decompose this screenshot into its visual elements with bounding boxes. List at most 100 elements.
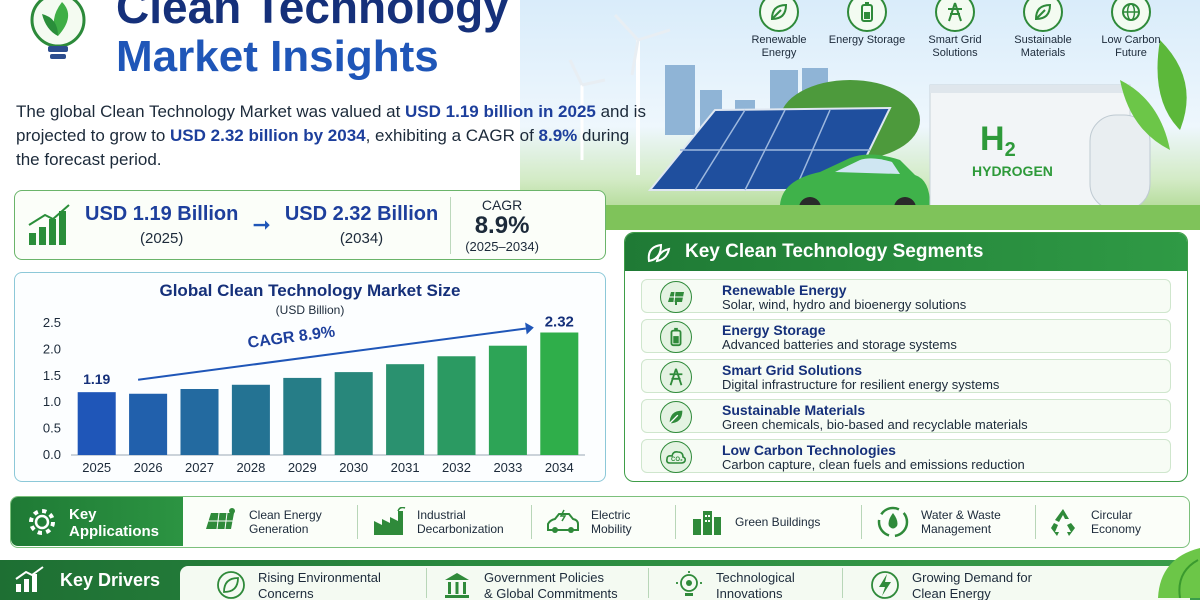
category-label: Sustainable Materials <box>1014 34 1072 59</box>
chart-title: Global Clean Technology Market Size <box>159 281 461 300</box>
applications-title-2: Applications <box>69 523 160 540</box>
y-tick-label: 0.0 <box>43 447 61 462</box>
bar-2030 <box>334 372 373 455</box>
x-tick-label: 2030 <box>339 460 368 475</box>
solar-panel-icon <box>206 507 235 529</box>
cagr-stat: CAGR 8.9% (2025–2034) <box>450 196 539 254</box>
gear-icon <box>29 509 55 535</box>
x-tick-label: 2032 <box>442 460 471 475</box>
driver-label: Growing Demand for <box>912 570 1032 585</box>
x-tick-label: 2025 <box>82 460 111 475</box>
segment-desc: Green chemicals, bio-based and recyclabl… <box>722 417 1028 432</box>
application-label: Industrial <box>417 507 466 522</box>
segments-title: Key Clean Technology Segments <box>685 241 984 262</box>
segment-name: Renewable Energy <box>722 282 847 298</box>
bar-2031 <box>386 364 425 455</box>
x-tick-label: 2028 <box>236 460 265 475</box>
segment-low-carbon: CO₂ Low Carbon Technologies Carbon captu… <box>641 439 1171 473</box>
end-year: (2034) <box>339 230 384 247</box>
segment-desc: Carbon capture, clean fuels and emission… <box>722 457 1025 472</box>
driver-label: Clean Energy <box>912 586 991 600</box>
end-value: USD 2.32 Billion <box>284 203 439 225</box>
trend-arrow-line <box>137 327 527 381</box>
leaf-icon <box>669 410 683 424</box>
category-label: Energy Storage <box>828 34 906 46</box>
power-tower-icon <box>948 2 962 22</box>
solar-panel-icon <box>668 291 684 305</box>
x-tick-label: 2027 <box>185 460 214 475</box>
start-year: (2025) <box>140 230 184 247</box>
leaf-icon <box>217 571 245 599</box>
bolt-leaf-icon <box>871 571 899 599</box>
intro-text: and is projected to grow to <box>16 102 646 145</box>
hydrogen-tank <box>1089 114 1151 211</box>
arrow-right-icon: ➞ <box>252 212 271 237</box>
application-label: Decarbonization <box>417 521 504 536</box>
intro-text: The global Clean Technology Market was v… <box>16 102 406 121</box>
bar-2029 <box>283 377 322 455</box>
leaf-decoration <box>1120 80 1170 150</box>
divider <box>861 505 862 539</box>
segment-energy-storage: Energy Storage Advanced batteries and st… <box>641 319 1171 353</box>
intro-value-end: USD 2.32 billion by 2034 <box>170 126 366 145</box>
bar-2032 <box>437 356 476 455</box>
segment-smart-grid: Smart Grid Solutions Digital infrastruct… <box>641 359 1171 393</box>
svg-text:CO₂: CO₂ <box>671 457 683 463</box>
y-tick-label: 2.5 <box>43 315 61 330</box>
co2-cloud-icon: CO₂ <box>666 451 687 464</box>
cagr-label: CAGR <box>481 196 523 213</box>
application-circular-economy: Circular Economy <box>1045 497 1141 546</box>
title-line-1: Clean Technology <box>116 0 509 33</box>
market-stats-strip: USD 1.19 Billion (2025) ➞ USD 2.32 Billi… <box>14 190 606 260</box>
application-label: Economy <box>1091 521 1142 536</box>
y-tick-label: 1.5 <box>43 368 61 383</box>
application-label: Generation <box>249 521 309 536</box>
segment-sustainable-materials: Sustainable Materials Green chemicals, b… <box>641 399 1171 433</box>
chart-subtitle: (USD Billion) <box>275 303 345 317</box>
leaf-icon <box>770 3 788 21</box>
divider <box>842 568 843 598</box>
applications-header: Key Applications <box>11 497 183 546</box>
divider <box>426 568 427 598</box>
driver-label: & Global Commitments <box>484 586 618 600</box>
segment-renewable-energy: Renewable Energy Solar, wind, hydro and … <box>641 279 1171 313</box>
leaf-decoration <box>1158 548 1200 598</box>
drivers-title: Key Drivers <box>60 569 161 590</box>
end-value-stat: USD 2.32 Billion (2034) <box>285 203 438 247</box>
recycle-drop-icon <box>877 506 909 537</box>
hero-scene: H2 HYDROGEN <box>520 13 1200 230</box>
category-sustainable-materials: Sustainable Materials <box>999 0 1087 70</box>
factory-icon <box>374 506 406 535</box>
divider <box>648 568 649 598</box>
application-label: Circular <box>1091 507 1133 522</box>
lightbulb-gear-icon <box>676 571 702 596</box>
hydrogen-symbol: H2 <box>980 120 1016 161</box>
market-size-chart: Global Clean Technology Market Size (USD… <box>14 272 606 482</box>
category-renewable-energy: Renewable Energy <box>735 0 823 70</box>
battery-icon <box>670 327 682 347</box>
driver-label: Concerns <box>258 586 314 600</box>
segments-header: Key Clean Technology Segments <box>625 233 1187 271</box>
leaf-decoration <box>1157 40 1187 130</box>
bar-2025 <box>77 392 116 455</box>
divider <box>675 505 676 539</box>
applications-title-1: Key <box>69 506 97 523</box>
segment-name: Low Carbon Technologies <box>722 442 896 458</box>
driver-label: Rising Environmental <box>258 570 381 585</box>
segment-name: Smart Grid Solutions <box>722 362 863 378</box>
segment-desc: Solar, wind, hydro and bioenergy solutio… <box>722 297 967 312</box>
growth-chart-icon <box>28 204 70 245</box>
start-data-label: 1.19 <box>83 371 110 387</box>
segments-panel: Key Clean Technology Segments Renewable … <box>624 232 1188 482</box>
segment-name: Sustainable Materials <box>722 402 866 418</box>
drivers-header: Key Drivers <box>14 560 160 600</box>
end-data-label: 2.32 <box>545 314 574 331</box>
power-tower-icon <box>669 368 683 386</box>
application-green-buildings: Green Buildings <box>689 497 820 546</box>
x-tick-label: 2033 <box>493 460 522 475</box>
category-smart-grid: Smart Grid Solutions <box>911 0 999 70</box>
cagr-annotation: CAGR 8.9% <box>247 323 336 351</box>
x-tick-label: 2034 <box>545 460 574 475</box>
buildings-icon <box>693 510 721 535</box>
application-label: Management <box>921 521 992 536</box>
